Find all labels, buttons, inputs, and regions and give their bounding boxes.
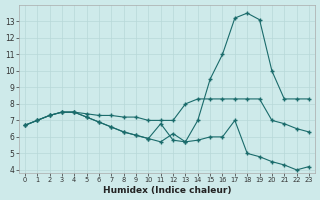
X-axis label: Humidex (Indice chaleur): Humidex (Indice chaleur) [103,186,231,195]
